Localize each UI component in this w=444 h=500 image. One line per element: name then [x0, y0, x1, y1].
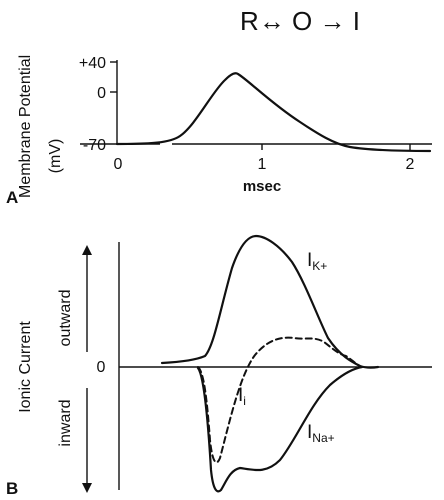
ina-label-sub: Na+ — [312, 431, 334, 445]
inward-label: inward — [57, 399, 74, 446]
reaction-scheme: R↔ O → I — [240, 6, 360, 36]
ii-label-main: I — [238, 385, 243, 406]
ii-label-sub: i — [243, 394, 246, 408]
ina-label-main: I — [307, 422, 312, 443]
action-potential-curve — [115, 72, 432, 153]
panel-a-ylabel: Membrane Potential — [17, 55, 34, 198]
ik-label: IK+ — [307, 250, 327, 273]
ii-label: Ii — [238, 385, 246, 408]
outward-label: outward — [57, 290, 74, 347]
panel-b: B Ionic Current outward inward 0 IK+ Ii … — [6, 234, 432, 498]
panel-a-ytick-label-minus70: -70 — [83, 137, 106, 154]
panel-a-xtick-label-0: 0 — [114, 156, 123, 173]
ina-label: INa+ — [307, 422, 335, 445]
ik-curve — [160, 234, 380, 369]
panel-a-xtick-label-1: 1 — [258, 156, 267, 173]
panel-a-ylabel-unit: (mV) — [47, 139, 64, 174]
panel-a-ytick-label-0: 0 — [97, 85, 106, 102]
panel-a-xlabel: msec — [243, 178, 281, 195]
panel-b-ylabel: Ionic Current — [17, 321, 34, 413]
panel-a-ytick-label-plus40: +40 — [79, 55, 106, 72]
ina-curve — [196, 365, 364, 493]
panel-a-xtick-label-2: 2 — [406, 156, 415, 173]
panel-b-letter: B — [6, 479, 18, 498]
zero-label: 0 — [97, 359, 106, 376]
ii-curve — [197, 336, 361, 464]
ik-label-main: I — [307, 250, 312, 271]
panel-a: A Membrane Potential (mV) +40 0 -70 0 1 … — [6, 55, 432, 207]
panel-a-letter: A — [6, 188, 18, 207]
ik-label-sub: K+ — [312, 259, 327, 273]
